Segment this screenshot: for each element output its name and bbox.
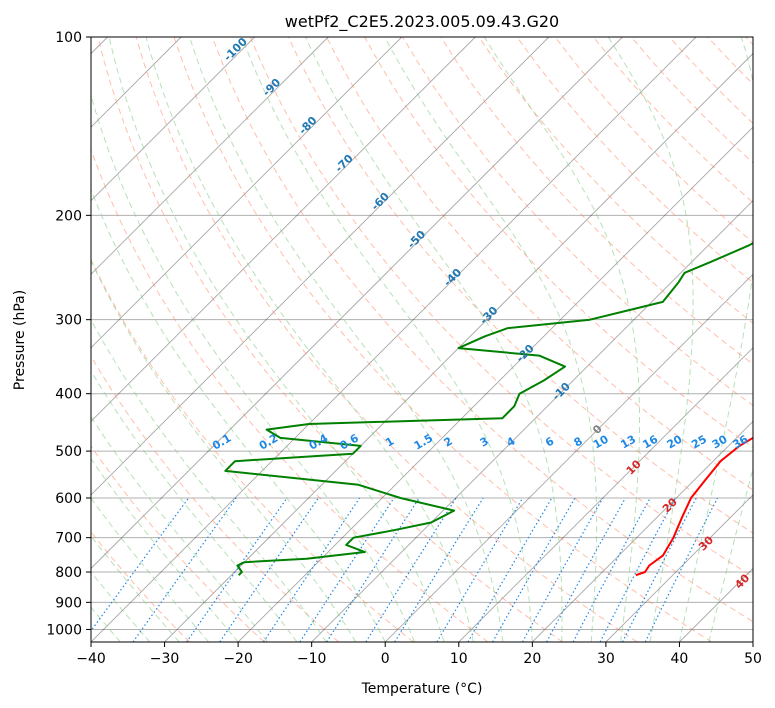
x-tick-label: 50 xyxy=(744,651,762,667)
y-tick-label: 900 xyxy=(55,595,82,611)
mixing-ratio-line xyxy=(572,497,651,642)
mixing-ratio-line xyxy=(91,497,190,632)
plot-background xyxy=(91,37,753,642)
x-tick-label: 20 xyxy=(523,651,541,667)
dry-adiabat-line xyxy=(287,37,753,534)
mixing-ratio-line xyxy=(599,497,676,642)
series-layer xyxy=(224,242,753,577)
isotherm-line xyxy=(532,420,753,642)
x-tick-label: 40 xyxy=(671,651,689,667)
dewpoint-profile-line xyxy=(224,242,753,576)
moist-adiabat-line xyxy=(189,37,504,642)
mixing-ratio-line xyxy=(622,497,697,642)
x-axis-label: Temperature (°C) xyxy=(361,681,483,697)
temperature-profile-line xyxy=(635,436,753,577)
isotherm-line xyxy=(752,641,753,642)
dry-adiabat-line xyxy=(97,37,563,642)
moist-adiabat-line xyxy=(91,259,357,642)
moist-adiabat-line xyxy=(678,37,753,642)
axes: −40 −30 −20 −10 0 10 20 30 40 50 100 200 300 400 500 60… xyxy=(46,30,762,667)
dry-adiabat-line xyxy=(249,37,753,578)
y-tick-label: 1000 xyxy=(46,622,82,638)
x-tick-label: 0 xyxy=(381,651,390,667)
moist-adiabat-line xyxy=(91,318,327,642)
y-tick-label: 200 xyxy=(55,208,82,224)
dry-adiabat-line xyxy=(91,355,340,642)
x-tick-label: −40 xyxy=(76,651,106,667)
mixing-ratio-line xyxy=(132,497,237,642)
moist-adiabat-line xyxy=(91,93,416,642)
isotherm-line xyxy=(605,494,753,642)
y-tick-label: 100 xyxy=(55,30,82,46)
x-tick-label: 10 xyxy=(450,651,468,667)
mixing-ratio-line xyxy=(644,497,719,642)
isotherm-line xyxy=(91,37,697,642)
y-tick-label: 500 xyxy=(55,444,82,460)
moist-adiabat-line xyxy=(91,188,386,642)
isotherm-line xyxy=(91,37,623,570)
x-tick-label: −20 xyxy=(223,651,253,667)
x-tick-label: −30 xyxy=(150,651,180,667)
x-tick-label: −10 xyxy=(297,651,327,667)
y-tick-label: 800 xyxy=(55,565,82,581)
moist-adiabat-line xyxy=(91,458,239,642)
dry-adiabat-line xyxy=(173,37,713,642)
moist-adiabat-line xyxy=(483,37,640,642)
dry-adiabat-line xyxy=(326,37,753,491)
y-tick-label: 600 xyxy=(55,491,82,507)
mixing-ratio-line xyxy=(394,497,484,642)
moist-adiabat-line xyxy=(241,37,533,642)
moist-adiabat-line xyxy=(91,369,298,642)
mixing-ratio-line xyxy=(262,497,361,642)
isotherm-line xyxy=(237,126,753,642)
isotherm-line xyxy=(91,37,329,275)
dry-adiabat-line xyxy=(91,445,265,642)
plot-area xyxy=(91,37,753,642)
y-axis-label: Pressure (hPa) xyxy=(12,290,28,390)
dry-adiabat-line xyxy=(135,37,638,642)
plot-frame xyxy=(90,36,754,643)
moist-adiabat-line xyxy=(708,466,753,642)
dry-adiabat-line xyxy=(211,37,753,623)
moist-adiabat-line xyxy=(384,37,598,642)
isotherm-line xyxy=(458,347,753,642)
isotherm-line xyxy=(91,37,476,422)
moist-adiabat-line xyxy=(607,37,694,642)
mixing-ratio-line xyxy=(546,497,626,642)
chart-title: wetPf2_C2E5.2023.005.09.43.G20 xyxy=(285,12,559,32)
mixing-ratio-line xyxy=(436,497,524,642)
moist-adiabat-line xyxy=(91,497,210,642)
x-tick-label: 30 xyxy=(597,651,615,667)
moist-adiabat-line xyxy=(305,37,563,642)
y-tick-label: 700 xyxy=(55,531,82,547)
y-tick-label: 400 xyxy=(55,387,82,403)
moist-adiabat-line xyxy=(91,415,268,642)
isotherm-line xyxy=(91,37,403,349)
dry-adiabat-line xyxy=(91,258,414,642)
isotherm-line xyxy=(384,273,753,642)
background-lines xyxy=(91,37,753,642)
isotherm-line xyxy=(164,52,753,642)
isotherm-line xyxy=(91,37,550,496)
mixing-ratio-line xyxy=(365,497,457,642)
y-tick-label: 300 xyxy=(55,313,82,329)
moist-adiabat-line xyxy=(145,37,474,642)
isotherm-line xyxy=(91,37,255,202)
